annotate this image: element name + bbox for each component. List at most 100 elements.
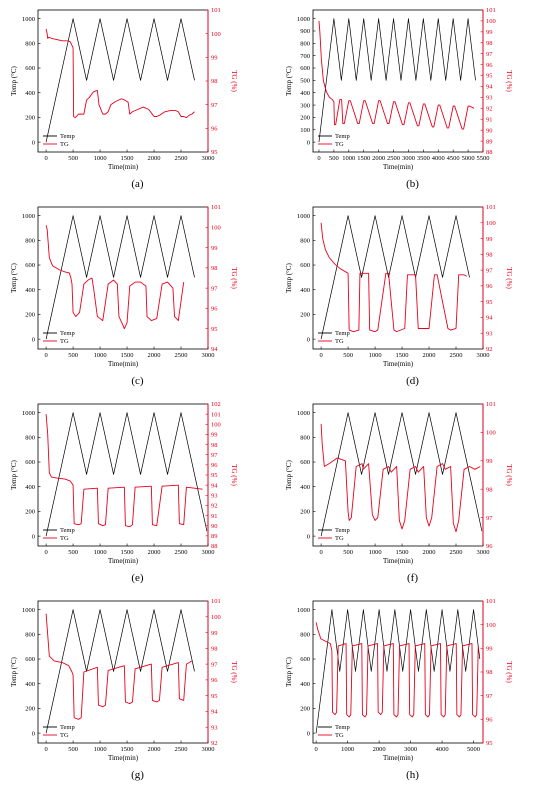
series-line-tg xyxy=(318,20,475,130)
x-tick-label: 2500 xyxy=(175,352,188,359)
y-tick-label: 0 xyxy=(32,533,35,540)
legend-label-temp: Temp xyxy=(335,527,350,534)
chart-panel-a: 0 500 1000 1500 2000 2500 3000 0 200 400 600 800 100… xyxy=(0,0,275,197)
x-tick-label: 3500 xyxy=(417,155,430,162)
y-axis-label: Temp (°C) xyxy=(285,656,293,686)
y2-tick-label: 98 xyxy=(211,442,218,449)
x-tick-label: 1500 xyxy=(357,155,370,162)
y2-tick-label: 101 xyxy=(211,204,221,211)
y2-tick-label: 94 xyxy=(211,482,218,489)
y-tick-label: 800 xyxy=(25,632,35,639)
y2-tick-label: 97 xyxy=(486,515,493,522)
legend-label-tg: TG xyxy=(60,535,69,542)
x-axis-label: Time(min) xyxy=(383,360,414,368)
y-tick-label: 0 xyxy=(307,533,310,540)
chart-panel-c: 0 500 1000 1500 2000 2500 3000 0 200 400 600 800 100… xyxy=(0,197,275,394)
y2-tick-label: 101 xyxy=(486,204,496,211)
y-tick-label: 800 xyxy=(25,41,35,48)
panel-caption: (e) xyxy=(131,572,144,584)
plot-frame xyxy=(37,206,209,350)
chart-panel-e: 0 500 1000 1500 2000 2500 3000 0 200 400 600 800 100… xyxy=(0,394,275,591)
y2-tick-label: 97 xyxy=(486,51,493,58)
y2-tick-label: 100 xyxy=(486,220,496,227)
y2-tick-label: 95 xyxy=(211,149,218,156)
chart-svg-a: 0 500 1000 1500 2000 2500 3000 0 200 400 600 800 100… xyxy=(10,7,238,171)
y2-tick-label: 97 xyxy=(486,267,493,274)
x-tick-label: 1000 xyxy=(341,746,354,753)
x-tick-label: 2000 xyxy=(423,549,436,556)
y2-tick-label: 101 xyxy=(486,7,496,14)
y-tick-label: 0 xyxy=(32,730,35,737)
y2-tick-label: 98 xyxy=(486,252,493,259)
y-tick-label: 0 xyxy=(307,139,310,146)
y2-tick-label: 99 xyxy=(486,29,493,36)
x-axis-label: Time(min) xyxy=(383,754,414,762)
y-tick-label: 0 xyxy=(32,336,35,343)
y-tick-label: 0 xyxy=(307,336,310,343)
x-tick-label: 2500 xyxy=(450,352,463,359)
x-axis-label: Time(min) xyxy=(383,163,414,171)
y-tick-label: 200 xyxy=(300,509,310,516)
x-tick-label: 5500 xyxy=(477,155,490,162)
x-tick-label: 0 xyxy=(44,352,47,359)
x-tick-label: 3000 xyxy=(402,155,415,162)
x-tick-label: 1000 xyxy=(369,352,382,359)
x-tick-label: 2000 xyxy=(423,352,436,359)
y-tick-label: 1000 xyxy=(297,16,310,23)
panel-caption: (d) xyxy=(406,375,419,387)
y-tick-label: 200 xyxy=(25,312,35,319)
x-tick-label: 0 xyxy=(315,746,318,753)
chart-svg-d: 0 500 1000 1500 2000 2500 3000 0 200 400 600 800 100… xyxy=(285,204,513,368)
y2-axis-label: TG (%) xyxy=(505,267,513,289)
y2-tick-label: 101 xyxy=(211,411,221,418)
y2-tick-label: 102 xyxy=(211,401,221,408)
y-tick-label: 800 xyxy=(25,435,35,442)
x-tick-label: 2000 xyxy=(148,352,161,359)
legend-label-tg: TG xyxy=(60,141,69,148)
x-tick-label: 2500 xyxy=(175,746,188,753)
chart-panel-d: 0 500 1000 1500 2000 2500 3000 0 200 400 600 800 100… xyxy=(275,197,550,394)
y2-tick-label: 88 xyxy=(486,149,493,156)
legend-label-temp: Temp xyxy=(60,133,75,140)
x-tick-label: 4000 xyxy=(436,746,449,753)
x-tick-label: 4500 xyxy=(447,155,460,162)
y2-tick-label: 96 xyxy=(486,62,493,69)
y2-tick-label: 96 xyxy=(486,717,493,724)
y-tick-label: 700 xyxy=(300,53,310,60)
panel-caption: (g) xyxy=(131,769,144,781)
y-tick-label: 400 xyxy=(25,90,35,97)
y-tick-label: 200 xyxy=(300,706,310,713)
x-axis-label: Time(min) xyxy=(383,557,414,565)
x-tick-label: 3000 xyxy=(202,549,215,556)
y2-tick-label: 98 xyxy=(486,40,493,47)
y-tick-label: 200 xyxy=(25,509,35,516)
y2-tick-label: 99 xyxy=(486,646,493,653)
panel-caption: (h) xyxy=(406,769,419,781)
y2-tick-label: 91 xyxy=(486,116,493,123)
y-axis-label: Temp (°C) xyxy=(10,262,18,292)
y2-tick-label: 99 xyxy=(211,630,218,637)
y2-tick-label: 95 xyxy=(486,73,493,80)
x-tick-label: 1500 xyxy=(121,352,134,359)
chart-panel-f: 0 500 1000 1500 2000 2500 3000 0 200 400 600 800 100… xyxy=(275,394,550,591)
y2-tick-label: 93 xyxy=(486,95,493,102)
legend-label-temp: Temp xyxy=(60,724,75,731)
y2-tick-label: 97 xyxy=(486,693,493,700)
x-tick-label: 2500 xyxy=(175,155,188,162)
y-axis-label: Temp (°C) xyxy=(285,262,293,292)
y2-axis-label: TG (%) xyxy=(505,70,513,92)
legend-label-temp: Temp xyxy=(60,330,75,337)
y2-tick-label: 98 xyxy=(211,265,218,272)
x-tick-label: 1500 xyxy=(121,155,134,162)
chart-svg-h: 0 1000 2000 3000 4000 5000 0 200 400 600 800 1000 95… xyxy=(285,598,513,762)
x-tick-label: 500 xyxy=(329,155,339,162)
x-tick-label: 500 xyxy=(68,352,78,359)
series-line-temp xyxy=(45,609,195,734)
y-tick-label: 600 xyxy=(25,656,35,663)
y2-tick-label: 90 xyxy=(486,127,493,134)
y2-axis-label: TG (%) xyxy=(505,464,513,486)
chart-svg-f: 0 500 1000 1500 2000 2500 3000 0 200 400 600 800 100… xyxy=(285,401,513,565)
x-tick-label: 1500 xyxy=(396,549,409,556)
y-tick-label: 600 xyxy=(25,65,35,72)
y2-tick-label: 98 xyxy=(211,78,218,85)
